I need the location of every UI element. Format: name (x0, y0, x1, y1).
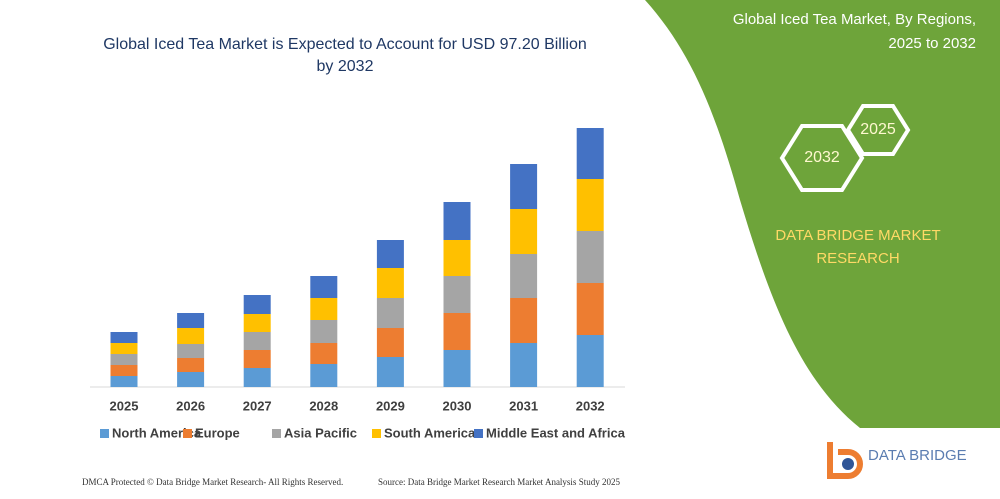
bar-segment (443, 276, 471, 313)
bar-segment (310, 298, 338, 320)
legend-swatch (183, 429, 192, 438)
hexagon (779, 124, 865, 192)
bar-segment (310, 364, 338, 387)
hexagon-label: 2032 (804, 149, 840, 166)
bar-segment (376, 298, 404, 328)
x-tick-label: 2027 (243, 398, 272, 413)
bar-segment (510, 254, 538, 298)
legend-swatch (272, 429, 281, 438)
bar-segment (243, 295, 271, 314)
legend-swatch (100, 429, 109, 438)
bar-segment (443, 350, 471, 387)
bar-segment (110, 376, 138, 387)
bar-segment (310, 343, 338, 364)
bar-segment (443, 202, 471, 240)
bar-segment (243, 350, 271, 368)
bar-segment (443, 313, 471, 350)
bar-segment (110, 365, 138, 376)
legend-label: Asia Pacific (284, 425, 357, 440)
bar-segment (376, 240, 404, 268)
bar-segment (510, 343, 538, 387)
bar-segment (510, 209, 538, 254)
hexagon (845, 104, 911, 156)
legend-label: North America (112, 425, 202, 440)
logo-mark (842, 458, 854, 470)
x-tick-label: 2026 (176, 398, 205, 413)
bar-segment (443, 240, 471, 276)
x-tick-label: 2025 (110, 398, 139, 413)
side-panel (645, 0, 1000, 428)
bar-segment (376, 357, 404, 387)
logo-mark (827, 442, 863, 479)
bar-segment (110, 332, 138, 343)
bar-segment (510, 298, 538, 343)
x-tick-label: 2029 (376, 398, 405, 413)
legend-swatch (372, 429, 381, 438)
bar-segment (177, 358, 205, 372)
bar-segment (110, 343, 138, 354)
bar-segment (243, 368, 271, 387)
chart-title: Global Iced Tea Market is Expected to Ac… (103, 36, 587, 75)
bar-segment (576, 179, 604, 231)
bar-segment (110, 354, 138, 365)
panel-title: 2025 to 2032 (888, 35, 976, 52)
bar-segment (310, 320, 338, 343)
bar-segment (243, 332, 271, 350)
bar-segment (243, 314, 271, 332)
brand-text: DATA BRIDGE MARKET (775, 227, 940, 244)
bar-segment (177, 313, 205, 328)
bar-segment (576, 283, 604, 335)
bar-segment (177, 344, 205, 358)
footer-text: Source: Data Bridge Market Research Mark… (378, 477, 620, 487)
bar-segment (376, 328, 404, 357)
legend-swatch (474, 429, 483, 438)
bar-segment (310, 276, 338, 298)
x-tick-label: 2030 (443, 398, 472, 413)
legend-label: Europe (195, 425, 240, 440)
bar-segment (376, 268, 404, 298)
bar-segment (576, 231, 604, 283)
legend-label: South America (384, 425, 476, 440)
panel-title: Global Iced Tea Market, By Regions, (733, 11, 976, 28)
bar-segment (576, 128, 604, 179)
bar-segment (576, 335, 604, 387)
x-tick-label: 2032 (576, 398, 605, 413)
x-tick-label: 2031 (509, 398, 538, 413)
x-tick-label: 2028 (309, 398, 338, 413)
legend-label: Middle East and Africa (486, 425, 626, 440)
bar-segment (510, 164, 538, 209)
bar-segment (177, 328, 205, 344)
bar-segment (177, 372, 205, 387)
logo-text: DATA BRIDGE (868, 447, 967, 464)
brand-text: RESEARCH (816, 250, 899, 267)
hexagon-label: 2025 (860, 121, 896, 138)
footer-text: DMCA Protected © Data Bridge Market Rese… (82, 477, 343, 487)
